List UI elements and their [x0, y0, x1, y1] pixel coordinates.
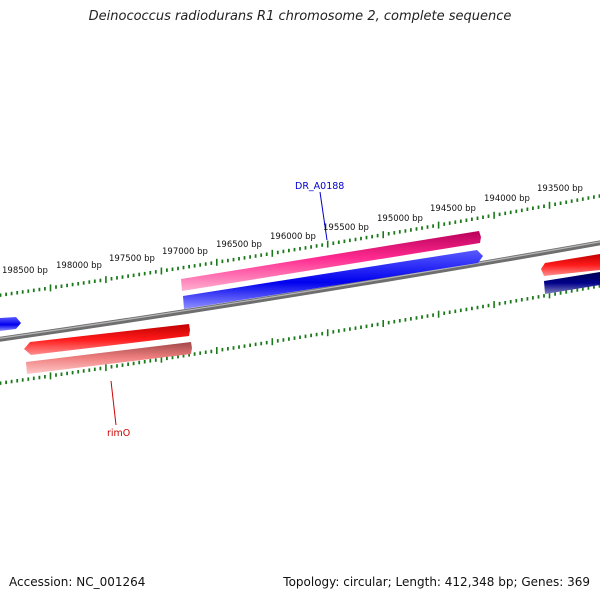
gene-right-navy[interactable] — [544, 272, 600, 294]
gene-right-red[interactable] — [541, 254, 600, 276]
gene-label-dr-a0188[interactable]: DR_A0188 — [295, 181, 344, 192]
chromosome-backbone — [0, 240, 600, 342]
ruler-label-198500: 198500 bp — [2, 266, 48, 276]
upper-ruler-ticks — [0, 194, 600, 297]
gene-left-blue[interactable] — [0, 317, 21, 331]
gene-rimo-partner[interactable] — [26, 342, 192, 374]
ruler-label-197000: 197000 bp — [162, 247, 208, 257]
ruler-label-195000: 195000 bp — [377, 214, 423, 224]
ruler-label-198000: 198000 bp — [56, 261, 102, 271]
map-title: Deinococcus radiodurans R1 chromosome 2,… — [88, 9, 512, 24]
gene-dr-a0188-forward[interactable] — [181, 231, 481, 291]
dr-a0188-leader-line — [319, 191, 328, 241]
ruler-label-193500: 193500 bp — [537, 184, 583, 194]
rimo-leader-line — [110, 380, 117, 426]
accession-info: Accession: NC_001264 — [9, 575, 146, 589]
ruler-label-196500: 196500 bp — [216, 240, 262, 250]
ruler-labels: 198500 bp 198000 bp 197500 bp 197000 bp … — [2, 184, 583, 276]
lower-ruler-ticks — [0, 284, 600, 385]
ruler-label-196000: 196000 bp — [270, 232, 316, 242]
genome-stats: Topology: circular; Length: 412,348 bp; … — [283, 575, 590, 589]
ruler-label-195500: 195500 bp — [323, 223, 369, 233]
gene-label-rimo[interactable]: rimO — [107, 428, 130, 439]
chromosome-backbone-highlight — [0, 241, 600, 339]
gene-rimo[interactable] — [24, 324, 190, 355]
gene-dr-a0188-reverse[interactable] — [183, 250, 483, 309]
ruler-label-194500: 194500 bp — [430, 204, 476, 214]
ruler-label-197500: 197500 bp — [109, 254, 155, 264]
ruler-label-194000: 194000 bp — [484, 194, 530, 204]
